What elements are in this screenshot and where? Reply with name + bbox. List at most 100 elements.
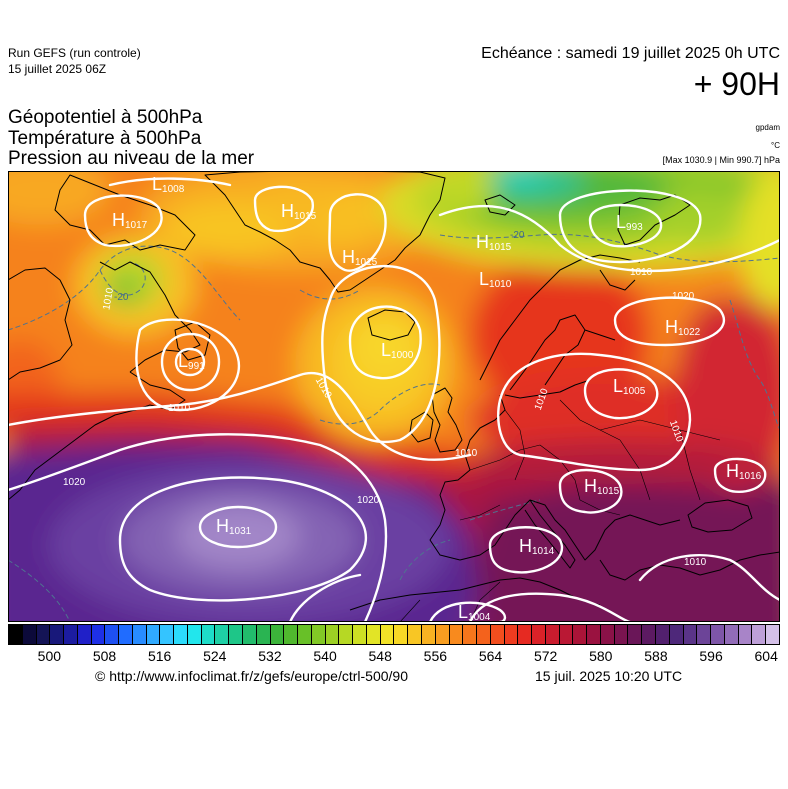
geopotential-contour — [439, 233, 780, 263]
colorbar-cell — [36, 625, 51, 644]
colorbar-cell — [600, 625, 615, 644]
coastline-hudson-bay — [8, 267, 73, 381]
colorbar-cell — [669, 625, 684, 644]
colorbar-tick-label: 500 — [37, 648, 62, 664]
pressure-center-type: L — [381, 340, 391, 360]
geopotential-contour — [99, 261, 146, 296]
isobar — [497, 352, 692, 472]
pressure-center-value: 1005 — [623, 386, 646, 397]
forecast-valid-time: Echéance : samedi 19 juillet 2025 0h UTC — [481, 45, 780, 62]
unit-pressure-range: [Max 1030.9 | Min 990.7] hPa — [662, 155, 780, 165]
colorbar-cell — [435, 625, 450, 644]
pressure-center-type: L — [479, 269, 489, 289]
isobar — [348, 305, 422, 380]
colorbar-cell — [229, 625, 244, 644]
colorbar-cell — [9, 625, 23, 644]
run-date: 15 juillet 2025 06Z — [8, 62, 107, 76]
generation-timestamp: 15 juil. 2025 10:20 UTC — [535, 668, 683, 684]
pressure-center: L1004 — [458, 602, 491, 622]
isobar — [118, 476, 368, 602]
colorbar-tick-label: 540 — [313, 648, 337, 664]
pressure-center-value: 1031 — [229, 526, 252, 537]
isobar — [613, 296, 726, 347]
colorbar-cell — [421, 625, 436, 644]
colorbar-cell — [187, 625, 202, 644]
colorbar-cell — [132, 625, 147, 644]
pressure-center-type: H — [519, 536, 532, 556]
pressure-center-type: H — [112, 210, 125, 230]
colorbar-cell — [477, 625, 491, 644]
geopotential-contours — [8, 233, 780, 622]
colorbar-tick-label: 556 — [423, 648, 448, 664]
coastline-greece-turkey — [599, 551, 780, 581]
isobar — [108, 177, 232, 187]
unit-temperature: °C — [771, 141, 780, 150]
isobar — [468, 592, 632, 622]
colorbar-cell — [77, 625, 92, 644]
colorbar-cell — [573, 625, 588, 644]
colorbar-tick-label: 564 — [478, 648, 503, 664]
colorbar-cell — [463, 625, 478, 644]
geopotential-contour — [8, 559, 71, 622]
colorbar-cell — [339, 625, 354, 644]
pressure-center-value: 1015 — [489, 242, 512, 253]
pressure-center: L993 — [616, 212, 643, 233]
temperature-field — [8, 171, 780, 622]
colorbar-cell — [683, 625, 698, 644]
colorbar-cell — [408, 625, 422, 644]
colorbar-cell — [738, 625, 753, 644]
isobar — [288, 573, 362, 622]
pressure-center-value: 1015 — [355, 257, 378, 268]
isobar — [428, 601, 507, 622]
pressure-center: H1015 — [281, 201, 317, 222]
colorbar-tick-label: 548 — [368, 648, 392, 664]
isobar — [328, 193, 387, 272]
unit-geopotential: gpdam — [755, 123, 780, 132]
pressure-center: H1022 — [665, 317, 701, 338]
isobar-label: 1020 — [672, 291, 695, 302]
pressure-center: H1016 — [726, 461, 762, 482]
pressure-center-value: 1022 — [678, 327, 701, 338]
isobar — [438, 204, 780, 273]
isobar — [8, 372, 472, 461]
isobar — [558, 189, 702, 264]
pressure-center-value: 993 — [626, 222, 643, 233]
pressure-center-value: 991 — [188, 361, 205, 372]
colorbar-cell — [394, 625, 409, 644]
pressure-center-value: 1015 — [597, 486, 620, 497]
isobar-label: 1010 — [168, 403, 191, 414]
coastline-black-sea — [687, 499, 753, 533]
map-titles: Géopotentiel à 500hPa Température à 500h… — [8, 107, 254, 170]
colorbar-cell — [325, 625, 340, 644]
colorbar-cell — [711, 625, 725, 644]
isotherm-label: -20 — [510, 230, 525, 241]
colorbar-cell — [22, 625, 37, 644]
colorbar-cell — [614, 625, 629, 644]
coastline-iceland — [367, 309, 416, 341]
coastlines — [8, 171, 780, 622]
pressure-center: H1017 — [112, 210, 148, 231]
colorbar-cell — [243, 625, 257, 644]
colorbar-cell — [50, 625, 65, 644]
colorbar-tick-label: 532 — [258, 648, 282, 664]
coastline-novaya-zemlya — [617, 194, 691, 246]
geopotential-contour — [399, 539, 451, 581]
isobar — [174, 347, 206, 377]
title-geopotential: Géopotentiel à 500hPa — [8, 107, 203, 128]
colorbar-tick-label: 516 — [147, 648, 172, 664]
colorbar-cell — [655, 625, 670, 644]
pressure-center-value: 1010 — [489, 279, 512, 290]
colorbar-cell — [201, 625, 216, 644]
isobar — [8, 433, 388, 622]
pressure-center: H1015 — [476, 232, 512, 253]
colorbar-tick-label: 580 — [589, 648, 613, 664]
isobar — [488, 526, 564, 574]
colorbar-cell — [353, 625, 367, 644]
colorbar-cell — [105, 625, 120, 644]
pressure-center-value: 1016 — [739, 471, 762, 482]
colorbar — [8, 624, 780, 645]
isobar — [588, 203, 663, 248]
colorbar-cell — [256, 625, 271, 644]
colorbar-cell — [215, 625, 230, 644]
pressure-center-type: H — [665, 317, 678, 337]
